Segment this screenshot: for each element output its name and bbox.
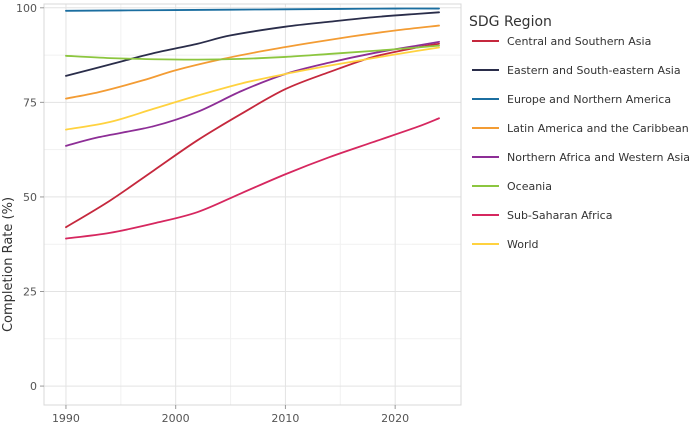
legend-label: Eastern and South-eastern Asia [507, 64, 681, 77]
grid [44, 4, 461, 405]
series-line-eastern-and-south-eastern-asia [65, 11, 440, 77]
legend-item-northern-africa-and-western-asia: Northern Africa and Western Asia [472, 151, 690, 164]
legend-item-oceania: Oceania [472, 180, 552, 193]
y-tick-label: 100 [16, 2, 37, 15]
legend-item-latin-america-and-the-caribbean: Latin America and the Caribbean [472, 122, 689, 135]
legend-label: Latin America and the Caribbean [507, 122, 689, 135]
y-tick-label: 25 [23, 286, 37, 299]
legend-label: Northern Africa and Western Asia [507, 151, 690, 164]
series-line-central-and-southern-asia [65, 42, 440, 229]
legend-item-world: World [472, 238, 539, 251]
legend-label: Sub-Saharan Africa [507, 209, 612, 222]
series-line-latin-america-and-the-caribbean [65, 24, 440, 100]
y-tick-label: 50 [23, 191, 37, 204]
y-tick-label: 75 [23, 96, 37, 109]
y-axis-title: Completion Rate (%) [1, 197, 16, 332]
x-tick-label: 1990 [52, 412, 80, 425]
legend-label: Central and Southern Asia [507, 35, 651, 48]
legend-label: Europe and Northern America [507, 93, 671, 106]
series-line-oceania [65, 44, 440, 61]
legend-title: SDG Region [469, 14, 552, 30]
axes: 1990 2000 2010 2020 0 25 50 75 100 Completion Rat… [1, 2, 462, 425]
legend-label: World [507, 238, 539, 251]
x-tick-label: 2000 [162, 412, 190, 425]
legend-item-central-and-southern-asia: Central and Southern Asia [472, 35, 651, 48]
series-line-sub-saharan-africa [65, 117, 440, 240]
y-tick-label: 0 [30, 380, 37, 393]
x-tick-label: 2020 [381, 412, 409, 425]
x-tick-label: 2010 [271, 412, 299, 425]
legend-item-sub-saharan-africa: Sub-Saharan Africa [472, 209, 612, 222]
plot-panel [43, 3, 462, 406]
series-layer [65, 7, 440, 240]
series-line-northern-africa-and-western-asia [65, 40, 440, 147]
legend: SDG Region Central and Southern Asia Easte… [469, 14, 690, 251]
legend-label: Oceania [507, 180, 552, 193]
series-line-europe-and-northern-america [65, 7, 440, 12]
series-line-world [65, 46, 440, 131]
legend-item-eastern-and-south-eastern-asia: Eastern and South-eastern Asia [472, 64, 681, 77]
legend-item-europe-and-northern-america: Europe and Northern America [472, 93, 671, 106]
